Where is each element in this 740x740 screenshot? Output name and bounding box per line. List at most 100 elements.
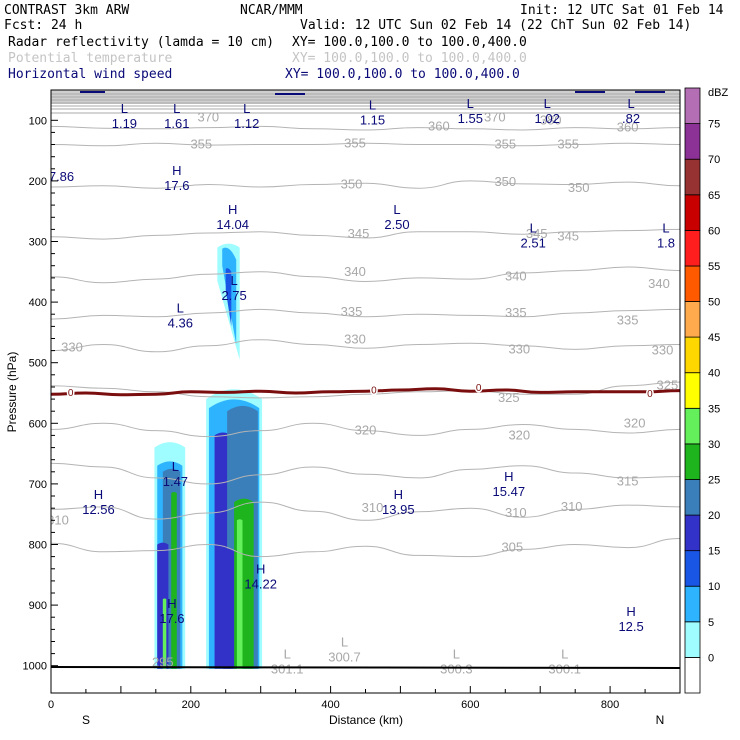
wind-extremum-5: L1.02 [535, 96, 560, 126]
colorbar-label: 35 [708, 403, 720, 415]
wind-extremum-1: L1.61 [164, 101, 189, 131]
plot-area: 305 310 310 310 310 315 320 320 320 325 325 330 330 3… [51, 90, 680, 693]
field-xy-theta: XY= 100.0,100.0 to 100.0,400.0 [292, 51, 527, 66]
extremum-type: L [561, 647, 568, 662]
wind-extremum-13: L2.75 [221, 273, 246, 303]
colorbar-swatch [684, 194, 701, 231]
colorbar-label: 15 [708, 546, 720, 558]
y-tick-label: 800 [29, 540, 47, 552]
x-tick-label: 400 [321, 699, 339, 711]
field-xy-wind: XY= 100.0,100.0 to 100.0,400.0 [285, 67, 520, 82]
extremum-type: L [393, 202, 400, 217]
contour-label-20: 340 [648, 276, 670, 291]
extremum-value: 4.36 [168, 315, 193, 330]
extremum-type: L [341, 634, 348, 649]
contour-label-29: 355 [494, 137, 516, 152]
surface-line [51, 666, 680, 669]
extremum-value: 1.55 [458, 111, 483, 126]
contour-label-11: 330 [61, 340, 83, 355]
reflectivity-cell-8 [162, 598, 167, 669]
contour-label-5: 315 [617, 474, 639, 489]
contour-label-10: 325 [657, 378, 679, 393]
extremum-type: L [530, 220, 537, 235]
extremum-type: H [256, 562, 265, 577]
wind-extremum-3: L1.15 [360, 97, 385, 127]
contour-label-34: 370 [484, 109, 506, 124]
reflectivity-cell-7 [171, 492, 177, 669]
organization-label: NCAR/MMM [240, 3, 303, 18]
valid-time: Valid: 12 UTC Sun 02 Feb 14 (22 ChT Sun … [300, 18, 691, 33]
colorbar-label: 10 [708, 581, 720, 593]
extremum-value: 14.04 [216, 217, 249, 232]
extremum-value: 1.19 [112, 116, 137, 131]
colorbar-swatch [684, 229, 701, 267]
theta-contour-350 [51, 180, 680, 189]
extremum-type: L [284, 647, 291, 662]
colorbar-swatch [684, 585, 701, 623]
colorbar-label: 20 [708, 510, 720, 522]
colorbar-swatch [684, 372, 701, 409]
contour-label-23: 345 [557, 229, 579, 244]
extremum-type: H [228, 202, 237, 217]
upper-theta-band [51, 90, 680, 114]
y-tick-label: 900 [29, 600, 47, 612]
reflectivity-cell-14 [236, 519, 243, 669]
extremum-type: L [177, 300, 184, 315]
y-tick-label: 400 [29, 297, 47, 309]
contour-label-35: 380 [540, 112, 562, 127]
x-tick-label: 600 [461, 699, 479, 711]
extremum-type: L [662, 220, 669, 235]
colorbar-swatch [684, 550, 701, 587]
contour-label-27: 355 [190, 137, 212, 152]
freezing-level [51, 387, 680, 397]
extremum-value: 2.51 [521, 235, 546, 250]
wind-extremum-9: H14.04 [216, 202, 249, 232]
colorbar-swatch [684, 407, 701, 445]
colorbar-label: 0 [708, 652, 714, 664]
contour-label-19: 340 [505, 269, 527, 284]
colorbar-label: 55 [708, 261, 720, 273]
wind-extremum-20: H17.6 [159, 596, 184, 626]
contour-label-28: 355 [344, 135, 366, 150]
y-tick-label: 700 [29, 479, 47, 491]
contour-label-32: 360 [617, 120, 639, 135]
extremum-type: L [121, 101, 128, 116]
contour-label-40: 0 [647, 389, 653, 400]
wind-extremum-15: L1.47 [163, 459, 188, 489]
theta-contour-325 [51, 381, 680, 399]
contour-label-38: 0 [371, 385, 377, 396]
contour-label-22: 345 [526, 226, 548, 241]
freezing-level-line [51, 387, 680, 397]
x-axis: 0 200 400 600 800 [48, 686, 681, 711]
colorbar-swatch [684, 87, 701, 124]
colorbar-swatch [684, 123, 701, 160]
wind-extremum-0: L1.19 [112, 101, 137, 131]
colorbar-swatch [684, 265, 701, 302]
extremum-value: 1.8 [657, 235, 675, 250]
extremum-type: H [394, 487, 403, 502]
x-end-label-north: N [656, 713, 665, 727]
extremum-type: L [172, 459, 179, 474]
extremum-type: L [544, 96, 551, 111]
header: CONTRAST 3km ARW NCAR/MMM Init: 12 UTC S… [4, 3, 724, 82]
y-axis: 100 200 300 400 500 600 700 800 900 1000 [23, 115, 58, 673]
colorbar-swatch [684, 336, 701, 374]
y-tick-label: 300 [29, 237, 47, 249]
colorbar-label: 50 [708, 297, 720, 309]
wind-extremum-14: L4.36 [168, 300, 193, 330]
theta-contour-310 [51, 501, 680, 521]
extremum-value: 14.22 [244, 577, 277, 592]
extremum-value: 1.15 [360, 112, 385, 127]
colorbar-swatch [684, 621, 701, 658]
colorbar-label: 30 [708, 439, 720, 451]
extremum-type: H [167, 596, 176, 611]
theta-contour-340 [51, 266, 680, 284]
contour-label-30: 355 [557, 137, 579, 152]
x-end-label-south: S [82, 713, 90, 727]
extremum-value: 12.5 [618, 619, 643, 634]
extremum-type: H [94, 487, 103, 502]
forecast-hour: Fcst: 24 h [4, 18, 82, 33]
reflectivity-layer [154, 243, 263, 669]
